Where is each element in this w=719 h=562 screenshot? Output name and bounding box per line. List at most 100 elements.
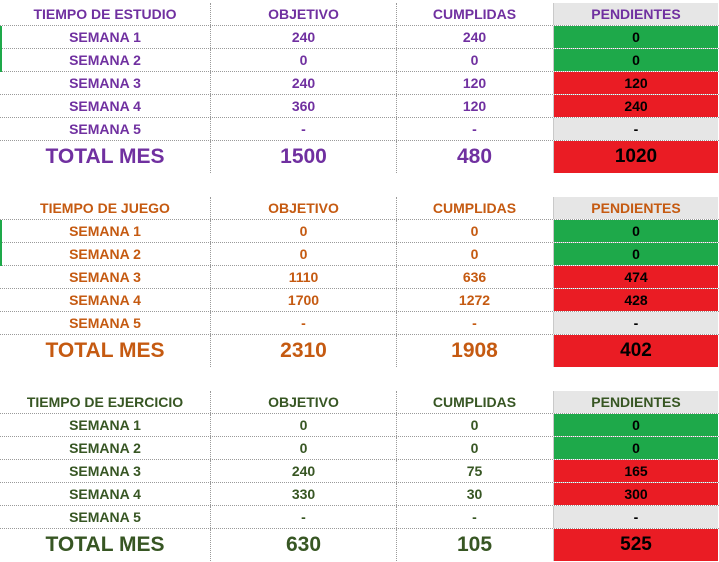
cumplidas-cell[interactable]: 1272 bbox=[396, 289, 552, 311]
header-pendientes-cell[interactable]: PENDIENTES bbox=[553, 197, 718, 219]
total-row: TOTAL MES 2310 1908 402 bbox=[0, 335, 719, 367]
week-label-cell[interactable]: SEMANA 2 bbox=[69, 52, 141, 68]
week-label-cell[interactable]: SEMANA 3 bbox=[69, 75, 141, 91]
header-title-cell[interactable]: TIEMPO DE JUEGO bbox=[40, 200, 170, 216]
cumplidas-cell[interactable]: 0 bbox=[396, 49, 552, 71]
week-label-cell[interactable]: SEMANA 4 bbox=[69, 98, 141, 114]
week-label-cell[interactable]: SEMANA 3 bbox=[69, 269, 141, 285]
header-objetivo-cell[interactable]: OBJETIVO bbox=[210, 391, 396, 413]
objetivo-cell[interactable]: 1110 bbox=[210, 266, 396, 288]
objetivo-cell[interactable]: 240 bbox=[210, 26, 396, 48]
cumplidas-cell[interactable]: 636 bbox=[396, 266, 552, 288]
pendientes-cell[interactable]: 0 bbox=[553, 243, 718, 265]
pendientes-cell[interactable]: 0 bbox=[553, 26, 718, 48]
header-title-cell[interactable]: TIEMPO DE EJERCICIO bbox=[26, 394, 184, 410]
table-header-row: TIEMPO DE EJERCICIO OBJETIVO CUMPLIDAS P… bbox=[0, 391, 719, 414]
objetivo-cell[interactable]: 0 bbox=[210, 243, 396, 265]
cumplidas-cell[interactable]: - bbox=[396, 312, 552, 334]
pendientes-cell[interactable]: - bbox=[553, 118, 718, 140]
total-label-cell[interactable]: TOTAL MES bbox=[45, 339, 165, 362]
cumplidas-cell[interactable]: 0 bbox=[396, 414, 552, 436]
objetivo-cell[interactable]: 240 bbox=[210, 460, 396, 482]
cumplidas-cell[interactable]: 0 bbox=[396, 220, 552, 242]
cumplidas-cell[interactable]: 240 bbox=[396, 26, 552, 48]
objetivo-cell[interactable]: 360 bbox=[210, 95, 396, 117]
table-row: SEMANA 1 0 0 0 bbox=[0, 414, 719, 437]
total-objetivo-cell[interactable]: 2310 bbox=[210, 335, 396, 367]
cumplidas-cell[interactable]: - bbox=[396, 506, 552, 528]
pendientes-cell[interactable]: 428 bbox=[553, 289, 718, 311]
table-row: SEMANA 2 0 0 0 bbox=[0, 49, 719, 72]
header-cumplidas-cell[interactable]: CUMPLIDAS bbox=[396, 3, 552, 25]
cumplidas-cell[interactable]: 120 bbox=[396, 72, 552, 94]
table-row: SEMANA 3 1110 636 474 bbox=[0, 266, 719, 289]
table-tiempo-estudio: TIEMPO DE ESTUDIO OBJETIVO CUMPLIDAS PEN… bbox=[0, 3, 719, 173]
cumplidas-cell[interactable]: 0 bbox=[396, 243, 552, 265]
objetivo-cell[interactable]: 0 bbox=[210, 220, 396, 242]
week-label-cell[interactable]: SEMANA 4 bbox=[69, 292, 141, 308]
cumplidas-cell[interactable]: 30 bbox=[396, 483, 552, 505]
total-objetivo-cell[interactable]: 630 bbox=[210, 529, 396, 561]
total-cumplidas-cell[interactable]: 1908 bbox=[396, 335, 552, 367]
header-pendientes-cell[interactable]: PENDIENTES bbox=[553, 391, 718, 413]
week-label-cell[interactable]: SEMANA 2 bbox=[69, 246, 141, 262]
objetivo-cell[interactable]: 0 bbox=[210, 414, 396, 436]
table-row: SEMANA 2 0 0 0 bbox=[0, 243, 719, 266]
total-label-cell[interactable]: TOTAL MES bbox=[45, 145, 165, 168]
week-label-cell[interactable]: SEMANA 4 bbox=[69, 486, 141, 502]
pendientes-cell[interactable]: 300 bbox=[553, 483, 718, 505]
pendientes-cell[interactable]: 240 bbox=[553, 95, 718, 117]
objetivo-cell[interactable]: - bbox=[210, 312, 396, 334]
header-objetivo-cell[interactable]: OBJETIVO bbox=[210, 197, 396, 219]
table-row: SEMANA 4 360 120 240 bbox=[0, 95, 719, 118]
objetivo-cell[interactable]: 0 bbox=[210, 437, 396, 459]
pendientes-cell[interactable]: 120 bbox=[553, 72, 718, 94]
table-row: SEMANA 5 - - - bbox=[0, 312, 719, 335]
week-label-cell[interactable]: SEMANA 5 bbox=[69, 509, 141, 525]
table-row: SEMANA 5 - - - bbox=[0, 118, 719, 141]
pendientes-cell[interactable]: 0 bbox=[553, 437, 718, 459]
week-label-cell[interactable]: SEMANA 1 bbox=[69, 29, 141, 45]
week-label-cell[interactable]: SEMANA 5 bbox=[69, 121, 141, 137]
week-label-cell[interactable]: SEMANA 2 bbox=[69, 440, 141, 456]
pendientes-cell[interactable]: 474 bbox=[553, 266, 718, 288]
header-objetivo-cell[interactable]: OBJETIVO bbox=[210, 3, 396, 25]
total-pendientes-cell[interactable]: 525 bbox=[553, 529, 718, 561]
cumplidas-cell[interactable]: 0 bbox=[396, 437, 552, 459]
pendientes-cell[interactable]: 0 bbox=[553, 414, 718, 436]
objetivo-cell[interactable]: - bbox=[210, 118, 396, 140]
week-label-cell[interactable]: SEMANA 5 bbox=[69, 315, 141, 331]
total-cumplidas-cell[interactable]: 480 bbox=[396, 141, 552, 173]
table-row: SEMANA 4 330 30 300 bbox=[0, 483, 719, 506]
total-objetivo-cell[interactable]: 1500 bbox=[210, 141, 396, 173]
week-label-cell[interactable]: SEMANA 1 bbox=[69, 223, 141, 239]
objetivo-cell[interactable]: - bbox=[210, 506, 396, 528]
header-pendientes-cell[interactable]: PENDIENTES bbox=[553, 3, 718, 25]
week-label-cell[interactable]: SEMANA 1 bbox=[69, 417, 141, 433]
table-row: SEMANA 2 0 0 0 bbox=[0, 437, 719, 460]
table-header-row: TIEMPO DE ESTUDIO OBJETIVO CUMPLIDAS PEN… bbox=[0, 3, 719, 26]
objetivo-cell[interactable]: 330 bbox=[210, 483, 396, 505]
total-label-cell[interactable]: TOTAL MES bbox=[45, 533, 165, 556]
week-label-cell[interactable]: SEMANA 3 bbox=[69, 463, 141, 479]
pendientes-cell[interactable]: 0 bbox=[553, 49, 718, 71]
objetivo-cell[interactable]: 0 bbox=[210, 49, 396, 71]
header-cumplidas-cell[interactable]: CUMPLIDAS bbox=[396, 391, 552, 413]
pendientes-cell[interactable]: - bbox=[553, 312, 718, 334]
cumplidas-cell[interactable]: 120 bbox=[396, 95, 552, 117]
pendientes-cell[interactable]: 0 bbox=[553, 220, 718, 242]
pendientes-cell[interactable]: 165 bbox=[553, 460, 718, 482]
total-row: TOTAL MES 630 105 525 bbox=[0, 529, 719, 561]
total-cumplidas-cell[interactable]: 105 bbox=[396, 529, 552, 561]
total-pendientes-cell[interactable]: 402 bbox=[553, 335, 718, 367]
left-edge-shade bbox=[0, 26, 2, 72]
total-pendientes-cell[interactable]: 1020 bbox=[553, 141, 718, 173]
objetivo-cell[interactable]: 240 bbox=[210, 72, 396, 94]
cumplidas-cell[interactable]: - bbox=[396, 118, 552, 140]
objetivo-cell[interactable]: 1700 bbox=[210, 289, 396, 311]
pendientes-cell[interactable]: - bbox=[553, 506, 718, 528]
cumplidas-cell[interactable]: 75 bbox=[396, 460, 552, 482]
total-row: TOTAL MES 1500 480 1020 bbox=[0, 141, 719, 173]
header-cumplidas-cell[interactable]: CUMPLIDAS bbox=[396, 197, 552, 219]
header-title-cell[interactable]: TIEMPO DE ESTUDIO bbox=[33, 6, 177, 22]
